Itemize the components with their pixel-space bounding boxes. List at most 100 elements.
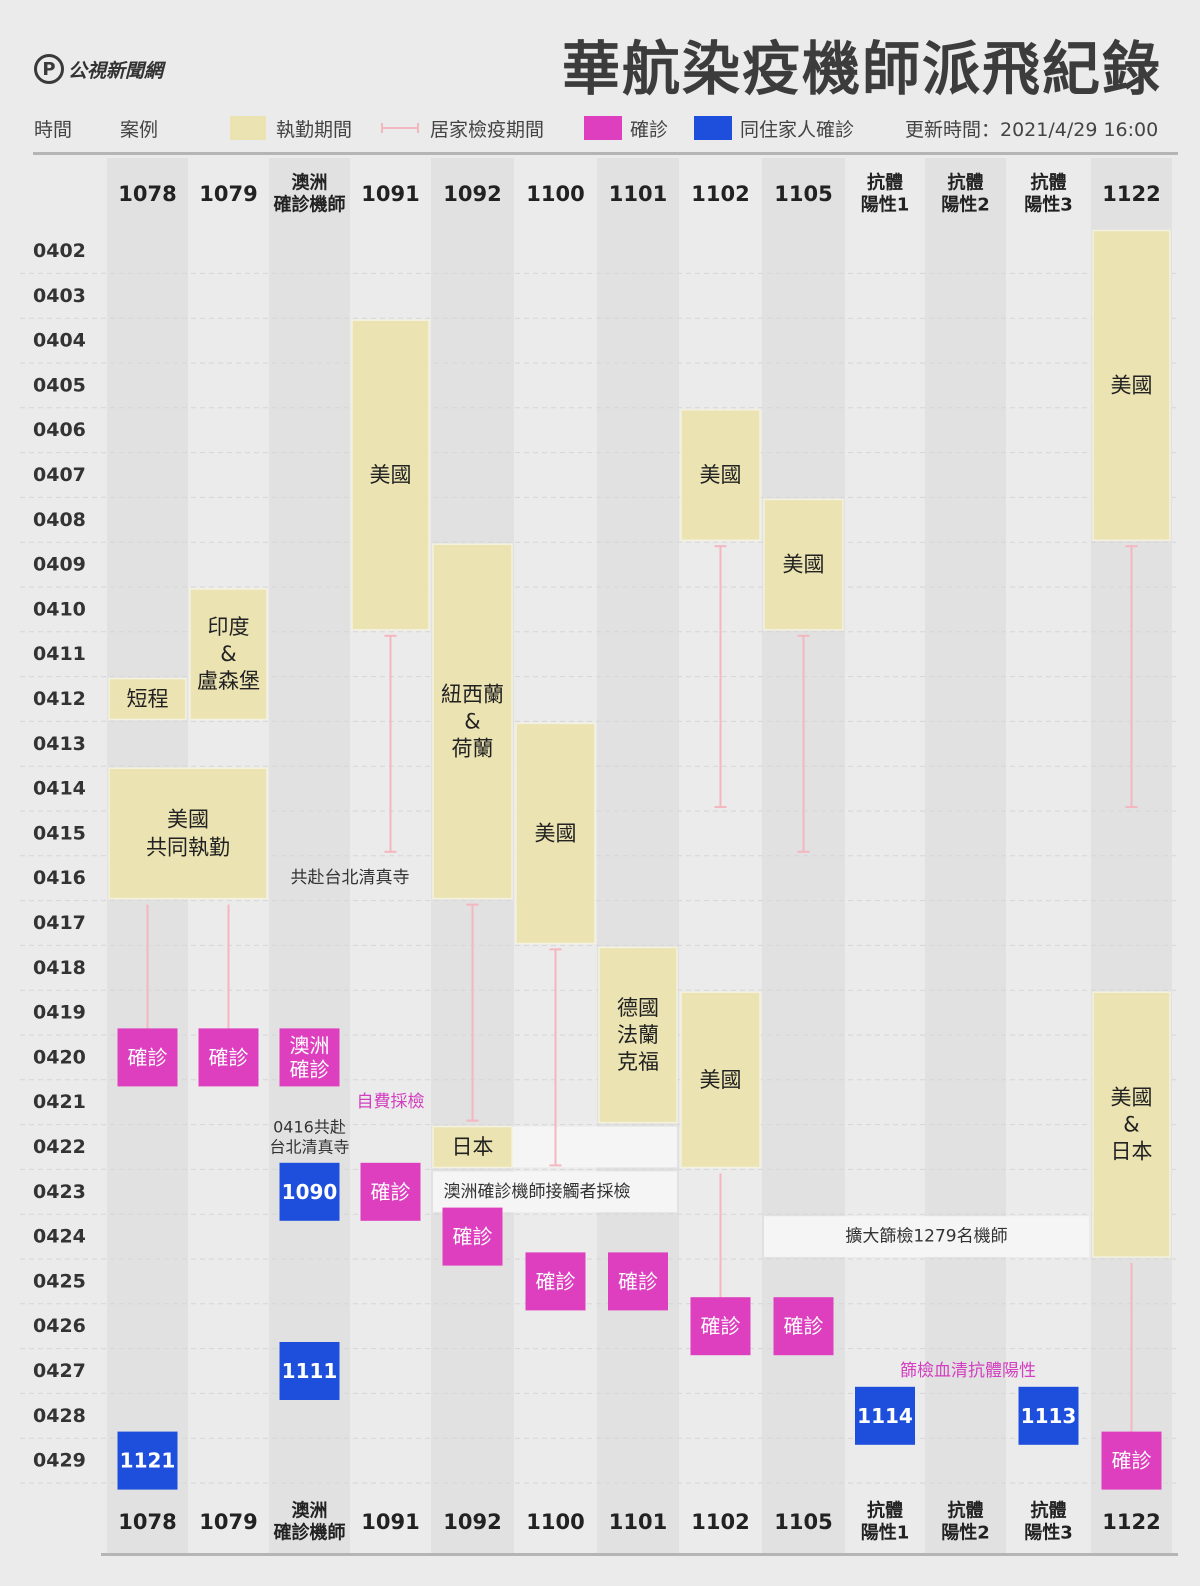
main-rule bbox=[101, 152, 1178, 155]
quarantine-swatch-icon bbox=[381, 123, 419, 133]
duty-block-label: 德國 bbox=[617, 996, 659, 1020]
duty-block-label: 荷蘭 bbox=[452, 736, 494, 760]
annotation-text: 自費採檢 bbox=[357, 1092, 425, 1112]
column-footer-1092: 1092 bbox=[443, 1510, 501, 1534]
bottom-rule bbox=[101, 1553, 1178, 1556]
family-marker-label: 1121 bbox=[120, 1449, 176, 1473]
confirmed-marker-label: 確診 bbox=[371, 1180, 411, 1204]
column-footer-ab3: 陽性3 bbox=[1024, 1522, 1073, 1544]
date-label: 0413 bbox=[33, 733, 86, 755]
column-footer-aus: 確診機師 bbox=[274, 1522, 346, 1544]
duty-swatch bbox=[230, 116, 266, 140]
case-column-label: 案例 bbox=[120, 119, 159, 141]
brand-name: 公視新聞網 bbox=[68, 59, 164, 82]
column-footer-1091: 1091 bbox=[361, 1510, 419, 1534]
confirmed-marker bbox=[198, 1028, 259, 1087]
duty-block bbox=[763, 498, 844, 631]
date-label: 0420 bbox=[33, 1046, 86, 1068]
date-label: 0419 bbox=[33, 1002, 86, 1024]
date-label: 0409 bbox=[33, 554, 86, 576]
date-label: 0423 bbox=[33, 1181, 86, 1203]
duty-block-label: 日本 bbox=[452, 1135, 494, 1159]
duty-block-label: 盧森堡 bbox=[197, 669, 260, 693]
date-label: 0412 bbox=[33, 688, 86, 710]
family-marker bbox=[279, 1162, 340, 1221]
header-rule bbox=[33, 152, 113, 155]
column-footer-ab2: 抗體 bbox=[948, 1500, 984, 1522]
date-label: 0425 bbox=[33, 1270, 86, 1292]
duty-block bbox=[680, 991, 761, 1169]
family-marker-label: 1090 bbox=[282, 1180, 338, 1204]
confirmed-marker-label: 確診 bbox=[536, 1269, 576, 1293]
duty-block-label: 美國 bbox=[1111, 1086, 1153, 1110]
duty-block-label: 紐西蘭 bbox=[441, 682, 504, 706]
annotation-text: 共赴台北清真寺 bbox=[291, 868, 410, 888]
date-label: 0407 bbox=[33, 464, 86, 486]
column-header-ab3: 抗體 bbox=[1031, 172, 1067, 194]
date-label: 0424 bbox=[33, 1226, 86, 1248]
date-label: 0406 bbox=[33, 419, 86, 441]
column-footer-ab1: 陽性1 bbox=[861, 1522, 910, 1544]
date-label: 0421 bbox=[33, 1091, 86, 1113]
column-footer-1100: 1100 bbox=[526, 1510, 584, 1534]
duty-block-label: 日本 bbox=[1111, 1140, 1153, 1164]
legend: 時間 案例 執勤期間 居家檢疫期間 確診 同住家人確診 更新時間：2021/4/… bbox=[0, 110, 1200, 144]
column-footer-1079: 1079 bbox=[199, 1510, 257, 1534]
date-label: 0411 bbox=[33, 643, 86, 665]
date-label: 0426 bbox=[33, 1315, 86, 1337]
column-header-1122: 1122 bbox=[1102, 182, 1160, 206]
column-footer-ab3: 抗體 bbox=[1031, 1500, 1067, 1522]
duty-block-label: & bbox=[464, 709, 480, 733]
column-footer-1122: 1122 bbox=[1102, 1510, 1160, 1534]
date-label: 0408 bbox=[33, 509, 86, 531]
duty-block bbox=[598, 946, 678, 1124]
column-header-1079: 1079 bbox=[199, 182, 257, 206]
column-header-aus: 確診機師 bbox=[274, 194, 346, 216]
duty-block bbox=[1092, 229, 1171, 541]
duty-block bbox=[515, 722, 596, 945]
column-header-ab2: 陽性2 bbox=[941, 194, 990, 216]
duty-block bbox=[108, 677, 187, 721]
quarantine-legend-label: 居家檢疫期間 bbox=[430, 119, 545, 141]
note-box bbox=[764, 1216, 1089, 1257]
annotation-text: 擴大篩檢1279名機師 bbox=[845, 1227, 1007, 1247]
brand-logo: P 公視新聞網 bbox=[34, 52, 163, 86]
column-header-1101: 1101 bbox=[609, 182, 667, 206]
duty-block-label: 美國 bbox=[167, 807, 209, 831]
duty-block-label: 短程 bbox=[127, 687, 169, 711]
duty-block-label: & bbox=[1123, 1113, 1139, 1137]
column-header-1092: 1092 bbox=[443, 182, 501, 206]
family-marker bbox=[1018, 1386, 1079, 1445]
column-footer-aus: 澳洲 bbox=[292, 1500, 328, 1522]
duty-block bbox=[351, 319, 430, 631]
duty-block-label: 美國 bbox=[1111, 373, 1153, 397]
column-header-1091: 1091 bbox=[361, 182, 419, 206]
confirmed-legend-label: 確診 bbox=[630, 119, 669, 141]
annotation-text: 澳洲確診機師接觸者採檢 bbox=[444, 1182, 631, 1202]
confirmed-marker-label: 確診 bbox=[290, 1057, 330, 1081]
family-swatch bbox=[694, 116, 732, 140]
date-label: 0403 bbox=[33, 285, 86, 307]
family-marker-label: 1111 bbox=[282, 1359, 338, 1383]
date-label: 0418 bbox=[33, 957, 86, 979]
family-marker-label: 1113 bbox=[1021, 1404, 1077, 1428]
confirmed-swatch bbox=[584, 116, 622, 140]
confirmed-marker bbox=[773, 1297, 834, 1356]
duty-block-label: 美國 bbox=[700, 463, 742, 487]
column-footer-1105: 1105 bbox=[774, 1510, 832, 1534]
column-header-ab3: 陽性3 bbox=[1024, 194, 1073, 216]
confirmed-marker bbox=[1101, 1431, 1162, 1490]
update-time: 更新時間：2021/4/29 16:00 bbox=[905, 119, 1159, 141]
duty-block-label: 共同執勤 bbox=[146, 835, 230, 859]
date-label: 0428 bbox=[33, 1405, 86, 1427]
duty-block bbox=[432, 543, 513, 900]
column-band bbox=[597, 158, 679, 1553]
annotation-text: 0416共赴 bbox=[273, 1118, 346, 1137]
confirmed-marker-label: 確診 bbox=[453, 1225, 493, 1249]
duty-block-label: 法蘭 bbox=[617, 1023, 659, 1047]
column-header-aus: 澳洲 bbox=[292, 172, 328, 194]
note-box bbox=[433, 1171, 677, 1213]
date-label: 0405 bbox=[33, 374, 86, 396]
date-label: 0416 bbox=[33, 867, 86, 889]
